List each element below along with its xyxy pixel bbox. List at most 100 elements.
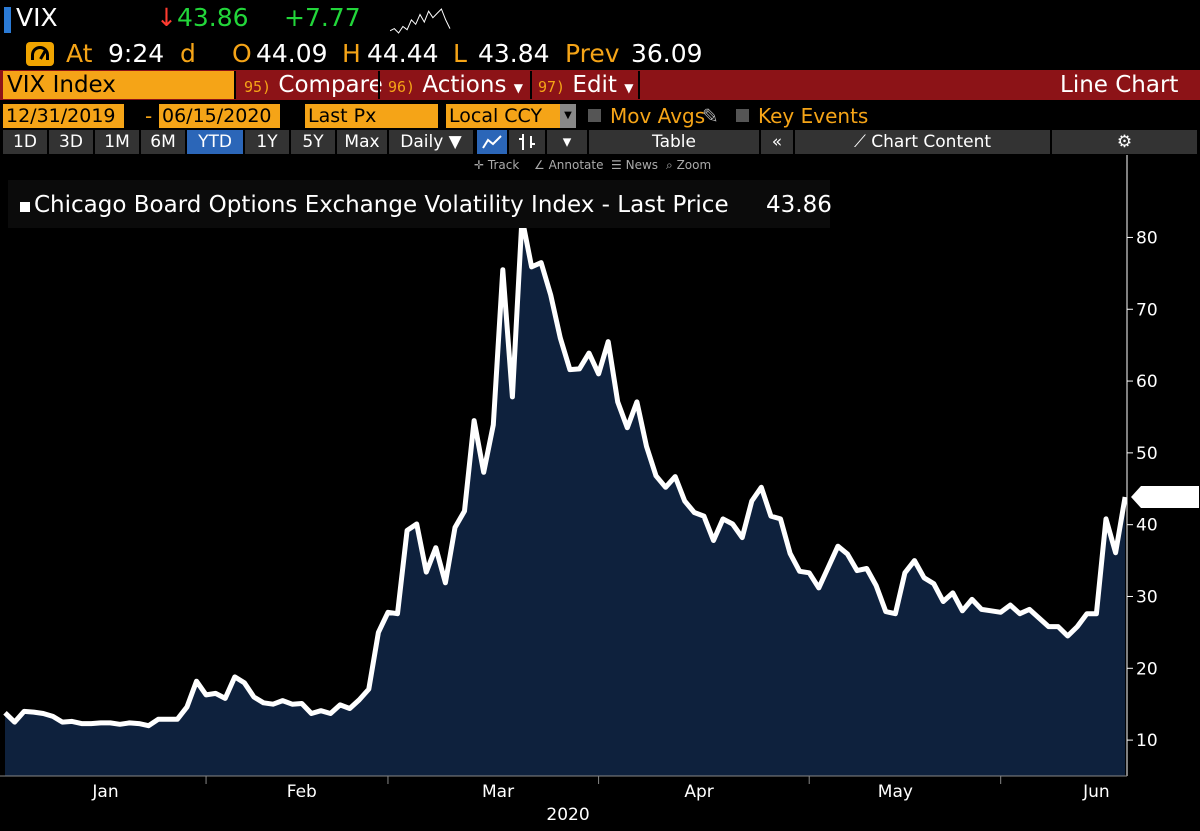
line-chart-icon[interactable] [477, 130, 507, 154]
mov-avgs-checkbox[interactable] [588, 109, 601, 122]
currency-select[interactable]: Local CCY [446, 104, 560, 128]
last-time: 9:24 [108, 39, 165, 68]
calendar-icon[interactable] [128, 110, 139, 121]
x-tick-label: Apr [684, 782, 713, 802]
series-area-fill [5, 218, 1126, 777]
pencil-icon[interactable]: ✎ [702, 104, 719, 128]
crosshair-icon: ✛ [474, 158, 485, 172]
annotate-tool[interactable]: ∠ Annotate [534, 157, 604, 173]
net-change: +7.77 [284, 3, 361, 32]
chevron-down-icon[interactable]: ▼ [560, 104, 576, 128]
key-events-label: Key Events [758, 104, 869, 128]
last-value-marker: 43.86 [1131, 485, 1199, 508]
legend[interactable]: Chicago Board Options Exchange Volatilit… [8, 180, 832, 228]
field-select[interactable]: Last Px [305, 104, 438, 128]
open-value: 44.09 [256, 39, 328, 68]
open-label: O [232, 39, 252, 68]
mov-avgs-label: Mov Avgs [610, 104, 706, 128]
y-tick-label: 80 [1136, 228, 1158, 248]
edit-button[interactable]: 97) Edit ▼ [538, 71, 638, 99]
chart-content-button[interactable]: ⟋ Chart Content [795, 130, 1050, 154]
ticker-symbol[interactable]: VIX [16, 3, 58, 32]
key-events-checkbox[interactable] [736, 109, 749, 122]
chart-content-label: Chart Content [871, 132, 992, 152]
candlestick-icon[interactable] [509, 130, 545, 154]
legend-title: Chicago Board Options Exchange Volatilit… [34, 192, 729, 218]
security-indicator [4, 7, 11, 33]
news-tool[interactable]: ☰ News [611, 157, 658, 173]
actions-label: Actions [422, 72, 507, 98]
period-1d-button[interactable]: 1D [3, 130, 47, 154]
sparkline-icon [390, 8, 451, 34]
period-max-button[interactable]: Max [337, 130, 387, 154]
y-tick-label: 70 [1136, 300, 1158, 320]
y-tick-label: 50 [1136, 444, 1158, 464]
chart-content-icon: ⟋ [853, 132, 866, 152]
period-1y-button[interactable]: 1Y [245, 130, 289, 154]
period-5y-button[interactable]: 5Y [291, 130, 335, 154]
high-label: H [342, 39, 361, 68]
last-price: 43.86 [177, 3, 249, 32]
compare-num: 95) [244, 78, 272, 96]
x-tick-label: Mar [482, 782, 514, 802]
chevron-down-icon: ▼ [448, 132, 462, 152]
prev-value: 36.09 [631, 39, 703, 68]
y-tick-label: 10 [1136, 731, 1158, 751]
period-6m-button[interactable]: 6M [141, 130, 185, 154]
news-icon: ☰ [611, 158, 622, 172]
chart-type-button[interactable]: Line Chart [1060, 71, 1180, 99]
y-tick-label: 20 [1136, 659, 1158, 679]
news-label: News [625, 158, 659, 172]
high-value: 44.44 [367, 39, 439, 68]
track-label: Track [487, 158, 520, 172]
chevron-down-icon[interactable]: ▾ [547, 130, 587, 154]
x-tick-label: Jan [91, 782, 118, 802]
menu-divider [234, 71, 236, 99]
double-chevron-left-icon[interactable]: « [761, 130, 793, 154]
legend-last-value: 43.86 [766, 192, 832, 218]
end-date-input[interactable]: 06/15/2020 [159, 104, 280, 128]
series-line [3, 215, 1128, 729]
time-suffix: d [180, 39, 196, 68]
x-tick-label: May [878, 782, 913, 802]
x-tick-label: Jun [1082, 782, 1110, 802]
at-label: At [66, 39, 93, 68]
edit-label: Edit [572, 72, 617, 98]
legend-swatch [20, 202, 30, 212]
menu-divider [378, 71, 380, 99]
x-axis-title: 2020 [546, 805, 589, 825]
y-tick-label: 40 [1136, 516, 1158, 536]
chevron-down-icon: ▼ [624, 81, 634, 95]
actions-button[interactable]: 96) Actions ▼ [388, 71, 528, 99]
low-label: L [453, 39, 467, 68]
period-1m-button[interactable]: 1M [95, 130, 139, 154]
x-tick-label: Feb [287, 782, 317, 802]
zoom-tool[interactable]: ⌕ Zoom [666, 157, 711, 173]
zoom-icon: ⌕ [666, 158, 673, 172]
period-3d-button[interactable]: 3D [49, 130, 93, 154]
frequency-label: Daily [400, 132, 444, 152]
settings-gear-icon[interactable]: ⚙ [1052, 130, 1197, 154]
date-dash: - [145, 104, 153, 128]
y-tick-label: 30 [1136, 587, 1158, 607]
table-button[interactable]: Table [589, 130, 759, 154]
period-ytd-button[interactable]: YTD [187, 130, 243, 154]
annotate-label: Annotate [548, 158, 604, 172]
chevron-down-icon: ▼ [513, 81, 523, 95]
quote-header: VIX ↓ 43.86 +7.77 [0, 0, 1200, 38]
down-arrow-icon: ↓ [156, 3, 177, 32]
gauge-icon [26, 42, 54, 66]
compare-button[interactable]: 95) Compare [244, 71, 383, 99]
frequency-select[interactable]: Daily ▼ [389, 130, 473, 154]
start-date-input[interactable]: 12/31/2019 [3, 104, 124, 128]
track-tool[interactable]: ✛ Track [474, 157, 519, 173]
security-field[interactable]: VIX Index [3, 71, 234, 99]
annotate-icon: ∠ [534, 158, 545, 172]
edit-num: 97) [538, 78, 566, 96]
prev-label: Prev [565, 39, 620, 68]
zoom-label: Zoom [676, 158, 712, 172]
actions-num: 96) [388, 78, 416, 96]
calendar-icon[interactable] [284, 110, 295, 121]
last-value-label: 43.86 [1143, 488, 1192, 508]
